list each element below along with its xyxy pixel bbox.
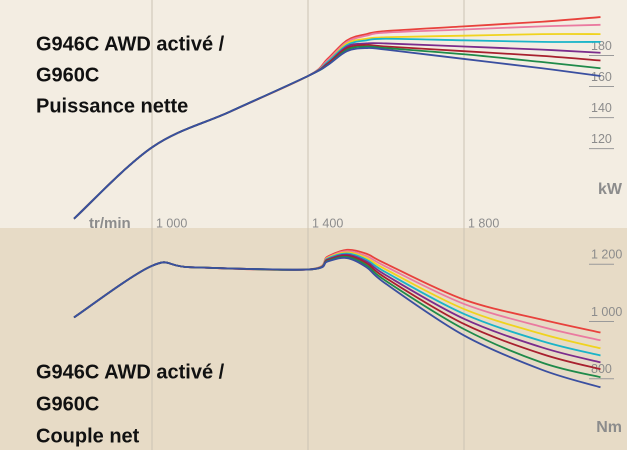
line-series [73, 256, 601, 389]
chart-title: G960C [36, 393, 99, 415]
y-tick-label: 1 000 [591, 305, 622, 319]
y-tick-label: 1 200 [591, 248, 622, 262]
chart-title: G946C AWD activé / [36, 33, 225, 55]
y-axis-label: Nm [596, 419, 622, 436]
chart-title: G946C AWD activé / [36, 361, 225, 383]
y-tick-label: 800 [591, 362, 612, 376]
chart-title: Puissance nette [36, 95, 188, 117]
y-tick-label: 160 [591, 70, 612, 84]
bottom-panel [0, 228, 627, 450]
x-tick-label: 1 400 [312, 216, 343, 230]
y-tick-label: 140 [591, 101, 612, 115]
chart-title: G960C [36, 64, 99, 86]
x-tick-label: 1 800 [468, 216, 499, 230]
y-tick-label: 120 [591, 132, 612, 146]
x-tick-label: 1 000 [156, 216, 187, 230]
y-axis-label: kW [598, 181, 623, 198]
x-axis-label: tr/min [89, 215, 131, 232]
line-series [73, 47, 601, 220]
chart-title: Couple net [36, 425, 140, 447]
y-tick-label: 180 [591, 39, 612, 53]
